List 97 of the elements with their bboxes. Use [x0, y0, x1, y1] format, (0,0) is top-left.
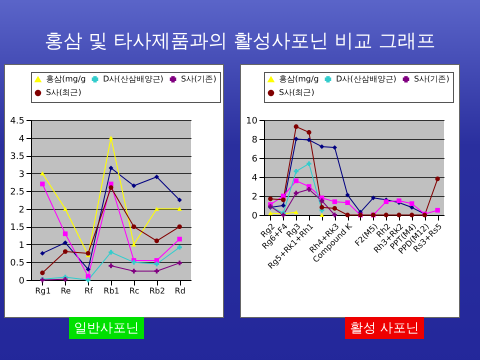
- point: [154, 206, 160, 211]
- y-tick-label: 1.5: [10, 223, 24, 234]
- point: [177, 244, 182, 250]
- text: 홍삼 및 타사제품과의 활성사포닌 비교 그래프: [43, 29, 437, 54]
- point: [294, 136, 298, 142]
- text: 활성 사포닌: [345, 317, 424, 339]
- legend-label: S사(기존): [181, 74, 216, 84]
- y-tick-label: 4.5: [10, 116, 24, 126]
- legend-label: D사(산삼배양근): [103, 74, 164, 84]
- y-tick-label: 0: [252, 212, 258, 222]
- x-tick-label: Rf: [84, 286, 94, 296]
- point: [40, 270, 45, 276]
- legend-label: D사(산삼배양근): [336, 74, 396, 84]
- point: [62, 240, 68, 246]
- point: [435, 208, 440, 213]
- x-tick-label: Rc: [129, 286, 140, 296]
- point: [320, 205, 324, 210]
- point: [306, 187, 312, 192]
- point: [108, 136, 114, 140]
- y-tick-label: 4: [18, 134, 25, 144]
- x-tick-label: Rb2: [149, 286, 166, 296]
- point: [40, 250, 45, 256]
- y-tick-label: 2: [18, 205, 24, 216]
- point: [177, 224, 182, 230]
- point: [294, 168, 298, 174]
- point: [154, 268, 160, 274]
- point: [332, 212, 338, 218]
- y-tick-label: 0.5: [10, 258, 24, 269]
- point: [410, 201, 414, 206]
- x-tick-label: Rd: [174, 286, 186, 296]
- point: [132, 268, 136, 274]
- point: [86, 278, 90, 282]
- point: [154, 174, 160, 180]
- point: [154, 262, 160, 266]
- point: [108, 185, 114, 190]
- point: [306, 138, 312, 142]
- point: [410, 212, 414, 218]
- point: [108, 263, 114, 268]
- point: [86, 266, 90, 272]
- point: [345, 200, 350, 205]
- x-tick-label: Rb1: [104, 286, 120, 296]
- point: [384, 212, 388, 218]
- point: [280, 197, 286, 202]
- point: [370, 196, 376, 200]
- point: [396, 212, 402, 218]
- point: [132, 224, 136, 230]
- point: [62, 249, 68, 254]
- y-tick-label: 10: [246, 116, 258, 126]
- point: [177, 236, 182, 242]
- point: [345, 212, 350, 218]
- legend-label: S사(최근): [46, 88, 82, 97]
- point: [294, 190, 298, 196]
- y-tick-label: 3.5: [10, 152, 24, 162]
- point: [132, 183, 136, 188]
- point: [62, 231, 68, 236]
- legend-label: S사(최근): [279, 88, 314, 97]
- point: [108, 166, 114, 170]
- point: [294, 178, 298, 184]
- point: [306, 161, 312, 166]
- point: [320, 198, 324, 204]
- y-tick-label: 1: [18, 240, 24, 251]
- y-tick-label: 6: [252, 154, 258, 164]
- y-tick-label: 2.5: [10, 188, 24, 198]
- point: [332, 206, 338, 211]
- point: [294, 124, 298, 129]
- point: [268, 211, 273, 216]
- point: [62, 206, 68, 211]
- legend-label: S사(기존): [414, 74, 450, 84]
- point: [268, 196, 273, 202]
- text: 일반사포닌: [69, 317, 144, 339]
- y-tick-label: 8: [252, 136, 258, 146]
- y-tick-label: 4: [252, 174, 258, 184]
- legend-label: 홍삼(mg/g: [46, 74, 86, 84]
- x-tick-label: Rg1: [35, 286, 51, 296]
- point: [332, 199, 338, 204]
- point: [306, 130, 312, 135]
- point: [40, 171, 45, 176]
- point: [40, 182, 45, 186]
- point: [177, 206, 182, 211]
- point: [435, 176, 440, 182]
- x-tick-label: Re: [60, 286, 71, 296]
- point: [86, 250, 90, 256]
- point: [410, 205, 414, 210]
- legend-label: 홍삼(mg/g: [279, 74, 319, 84]
- point: [345, 192, 350, 198]
- point: [320, 212, 324, 218]
- y-tick-label: 2: [252, 192, 258, 202]
- y-tick-label: 0: [18, 276, 25, 286]
- point: [320, 144, 324, 149]
- point: [154, 238, 160, 244]
- point: [132, 242, 136, 246]
- point: [108, 250, 114, 255]
- point: [332, 145, 338, 150]
- point: [177, 260, 182, 266]
- y-tick-label: 3: [18, 170, 24, 180]
- point: [280, 203, 286, 208]
- point: [177, 198, 182, 202]
